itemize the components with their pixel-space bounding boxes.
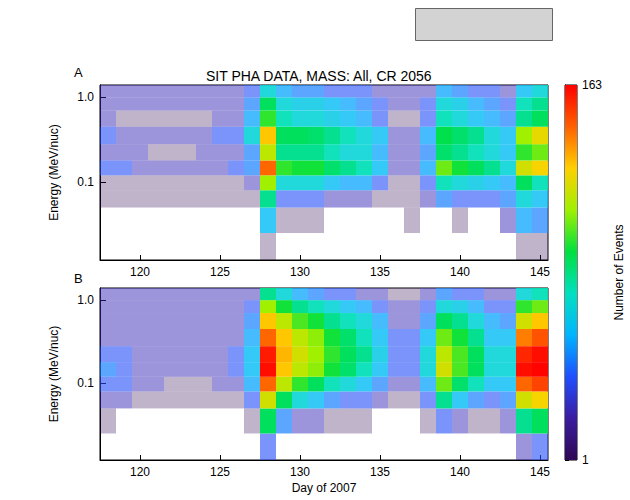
svg-text:B: B [74,271,83,286]
svg-text:125: 125 [210,265,230,279]
svg-text:135: 135 [370,265,390,279]
svg-text:145: 145 [530,465,550,479]
svg-text:140: 140 [450,465,470,479]
svg-text:0.1: 0.1 [77,376,94,390]
svg-text:163: 163 [582,78,602,92]
svg-text:SIT PHA DATA, MASS: All, CR 20: SIT PHA DATA, MASS: All, CR 2056 [206,68,432,84]
svg-text:130: 130 [290,465,310,479]
svg-text:125: 125 [210,465,230,479]
svg-text:120: 120 [130,265,150,279]
svg-text:A: A [74,65,83,80]
svg-text:1: 1 [582,453,589,467]
svg-text:135: 135 [370,465,390,479]
svg-text:120: 120 [130,465,150,479]
svg-text:130: 130 [290,265,310,279]
svg-text:Number of Events: Number of Events [612,224,626,320]
svg-text:0.1: 0.1 [77,175,94,189]
svg-text:1.0: 1.0 [77,293,94,307]
svg-text:145: 145 [530,265,550,279]
svg-text:1.0: 1.0 [77,90,94,104]
svg-text:Energy (MeV/nuc): Energy (MeV/nuc) [47,124,61,221]
svg-text:Day of 2007: Day of 2007 [292,481,357,495]
svg-text:Energy (MeV/nuc): Energy (MeV/nuc) [47,326,61,423]
svg-text:140: 140 [450,265,470,279]
